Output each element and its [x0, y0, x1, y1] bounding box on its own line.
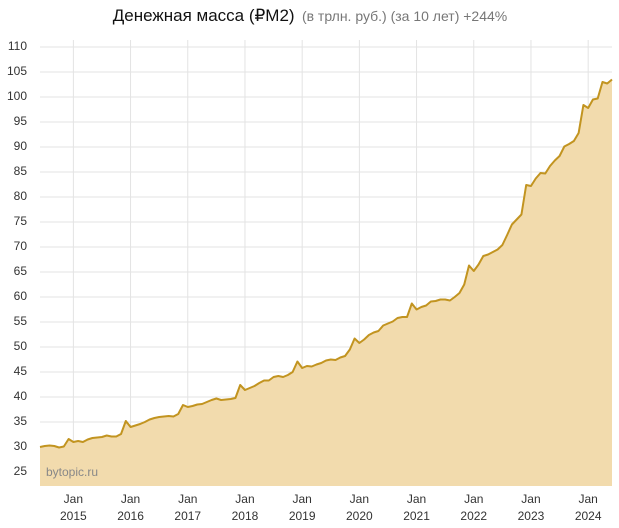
x-tick-label-line: 2019 [289, 509, 316, 523]
x-tick-label: Jan 2015 [60, 492, 87, 523]
x-tick-label-line: Jan [178, 492, 197, 506]
x-tick-label: Jan 2017 [174, 492, 201, 523]
x-tick-label: Jan 2019 [289, 492, 316, 523]
watermark: bytopic.ru [46, 465, 98, 479]
x-tick-label: Jan 2022 [460, 492, 487, 523]
x-tick-label-line: 2015 [60, 509, 87, 523]
chart-title: Денежная масса (₽M2) [113, 6, 295, 25]
x-tick-label: Jan 2018 [232, 492, 259, 523]
x-tick-label: Jan 2021 [403, 492, 430, 523]
y-tick-label: 70 [14, 239, 28, 253]
y-tick-label: 95 [14, 114, 28, 128]
y-tick-label: 85 [14, 164, 28, 178]
y-tick-label: 80 [14, 189, 28, 203]
x-tick-label-line: 2023 [518, 509, 545, 523]
chart-subtitle: (в трлн. руб.) (за 10 лет) +244% [302, 8, 507, 24]
y-tick-label: 55 [14, 314, 28, 328]
y-tick-label: 105 [7, 64, 27, 78]
area [40, 79, 612, 486]
line [39, 78, 613, 449]
y-tick-label: 30 [14, 439, 28, 453]
x-tick-label-line: 2017 [174, 509, 201, 523]
x-tick-label: Jan 2016 [117, 492, 144, 523]
x-tick-label: Jan 2020 [346, 492, 373, 523]
x-tick-label-line: Jan [350, 492, 369, 506]
y-tick-label: 60 [14, 289, 28, 303]
x-tick-label-line: Jan [64, 492, 83, 506]
x-tick-label-line: 2022 [460, 509, 487, 523]
y-tick-label: 90 [14, 139, 28, 153]
x-tick-label-line: 2024 [575, 509, 602, 523]
y-tick-label: 25 [14, 464, 28, 478]
chart-heading: Денежная масса (₽M2) (в трлн. руб.) (за … [113, 6, 507, 25]
y-tick-label: 100 [7, 89, 27, 103]
y-tick-label: 65 [14, 264, 28, 278]
y-tick-label: 110 [8, 39, 27, 53]
y-tick-label: 40 [14, 389, 28, 403]
y-tick-label: 45 [14, 364, 28, 378]
x-tick-label-line: Jan [464, 492, 483, 506]
x-tick-label-line: 2020 [346, 509, 373, 523]
x-tick-label-line: 2016 [117, 509, 144, 523]
y-tick-label: 75 [14, 214, 28, 228]
x-tick-label-line: Jan [292, 492, 311, 506]
x-tick-label-line: Jan [521, 492, 540, 506]
x-tick-label-line: Jan [578, 492, 597, 506]
y-tick-label: 50 [14, 339, 28, 353]
x-tick-label: Jan 2024 [575, 492, 602, 523]
x-tick-label-line: 2021 [403, 509, 430, 523]
x-tick-label-line: Jan [407, 492, 426, 506]
x-tick-label-line: Jan [235, 492, 254, 506]
x-tick-label: Jan 2023 [518, 492, 545, 523]
x-tick-label-line: 2018 [232, 509, 259, 523]
y-tick-label: 35 [14, 414, 28, 428]
x-tick-label-line: Jan [121, 492, 140, 506]
